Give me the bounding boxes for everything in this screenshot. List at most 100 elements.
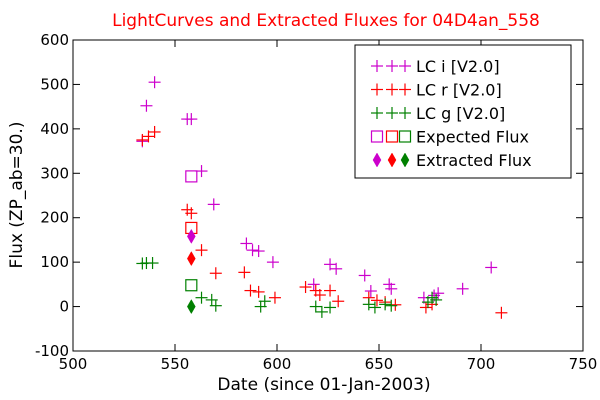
series-diamond-4 bbox=[187, 228, 196, 315]
data-point bbox=[324, 258, 337, 271]
y-axis-ticks: -100 0 100 200 300 400 500 600 bbox=[35, 31, 583, 360]
legend-marker bbox=[386, 60, 398, 72]
legend-label: LC i [V2.0] bbox=[416, 57, 500, 76]
x-axis-ticks: 500 550 600 650 700 750 bbox=[59, 40, 598, 373]
y-tick-label: 100 bbox=[40, 253, 69, 271]
data-point bbox=[240, 237, 253, 250]
data-point bbox=[315, 305, 328, 318]
data-point bbox=[187, 299, 196, 315]
x-tick-label: 600 bbox=[263, 355, 292, 373]
series-plus-0 bbox=[136, 76, 498, 304]
data-point bbox=[140, 99, 153, 112]
y-tick-label: 300 bbox=[40, 164, 69, 182]
x-tick-label: 650 bbox=[365, 355, 394, 373]
legend-marker bbox=[371, 107, 383, 119]
y-tick-label: 0 bbox=[59, 298, 69, 316]
data-point bbox=[187, 251, 196, 267]
series-plus-2 bbox=[136, 257, 443, 318]
x-tick-label: 500 bbox=[59, 355, 88, 373]
chart-title: LightCurves and Extracted Fluxes for 04D… bbox=[112, 11, 540, 31]
legend-marker bbox=[385, 130, 399, 143]
legend-marker bbox=[371, 60, 383, 72]
y-axis-label: Flux (ZP_ab=30.) bbox=[7, 122, 27, 269]
legend-marker bbox=[387, 152, 397, 168]
data-point bbox=[238, 266, 251, 279]
data-point bbox=[244, 284, 257, 297]
data-point bbox=[309, 300, 322, 313]
legend-marker bbox=[372, 152, 382, 168]
legend-label: LC g [V2.0] bbox=[416, 104, 505, 123]
legend-marker bbox=[400, 152, 410, 168]
legend-marker bbox=[371, 83, 383, 96]
data-point bbox=[185, 113, 198, 126]
data-point bbox=[148, 76, 161, 89]
plot-frame bbox=[72, 39, 584, 352]
y-tick-label: 600 bbox=[40, 31, 69, 49]
data-point bbox=[148, 125, 161, 138]
data-point bbox=[485, 261, 498, 274]
data-point bbox=[299, 281, 312, 294]
data-point bbox=[330, 262, 343, 275]
legend-label: Expected Flux bbox=[416, 128, 529, 147]
data-point bbox=[209, 299, 222, 312]
legend-marker bbox=[398, 130, 412, 143]
data-point bbox=[187, 228, 196, 244]
plot-frame-border bbox=[72, 39, 584, 352]
data-point bbox=[195, 291, 208, 304]
data-point bbox=[185, 279, 198, 292]
y-tick-label: 500 bbox=[40, 75, 69, 93]
legend-label: LC r [V2.0] bbox=[416, 81, 502, 100]
legend-marker bbox=[370, 130, 384, 143]
data-point bbox=[324, 301, 337, 314]
data-point bbox=[185, 207, 198, 220]
data-point bbox=[146, 257, 159, 270]
data-point bbox=[258, 295, 271, 308]
data-point bbox=[368, 301, 381, 314]
legend-marker bbox=[399, 60, 411, 72]
data-point bbox=[195, 244, 208, 257]
data-point bbox=[207, 198, 220, 211]
data-point bbox=[307, 278, 320, 291]
data-point bbox=[246, 244, 259, 257]
data-point bbox=[358, 269, 371, 282]
x-axis-label: Date (since 01-Jan-2003) bbox=[217, 375, 430, 395]
data-point bbox=[136, 133, 149, 146]
data-point bbox=[324, 284, 337, 297]
data-point bbox=[385, 282, 398, 295]
legend-marker bbox=[386, 83, 398, 96]
series-plus-1 bbox=[136, 125, 508, 319]
x-tick-label: 700 bbox=[467, 355, 496, 373]
data-point bbox=[432, 287, 445, 300]
data-point bbox=[419, 301, 432, 314]
data-point bbox=[185, 170, 198, 183]
data-point bbox=[195, 165, 208, 178]
data-point bbox=[266, 256, 279, 269]
data-marks bbox=[136, 76, 508, 319]
data-point bbox=[456, 282, 469, 295]
data-point bbox=[370, 294, 383, 307]
data-point bbox=[364, 285, 377, 298]
legend-marker bbox=[399, 107, 411, 119]
data-point bbox=[252, 285, 265, 298]
x-tick-label: 750 bbox=[569, 355, 598, 373]
data-point bbox=[268, 291, 281, 304]
data-point bbox=[209, 267, 222, 280]
y-tick-label: -100 bbox=[35, 342, 69, 360]
legend-marker bbox=[386, 107, 398, 119]
legend: LC i [V2.0] LC r [V2.0] LC g [V2.0] Expecte… bbox=[354, 44, 572, 179]
legend-marker bbox=[399, 83, 411, 96]
legend-label: Extracted Flux bbox=[416, 151, 532, 170]
data-point bbox=[430, 293, 443, 306]
data-point bbox=[142, 130, 155, 143]
data-point bbox=[379, 298, 392, 311]
data-point bbox=[385, 299, 398, 312]
data-point bbox=[332, 295, 345, 308]
data-point bbox=[252, 245, 265, 258]
y-tick-label: 200 bbox=[40, 209, 69, 227]
data-point bbox=[362, 298, 375, 311]
data-point bbox=[313, 289, 326, 302]
x-tick-label: 550 bbox=[161, 355, 190, 373]
data-point bbox=[495, 306, 508, 319]
y-tick-label: 400 bbox=[40, 120, 69, 138]
